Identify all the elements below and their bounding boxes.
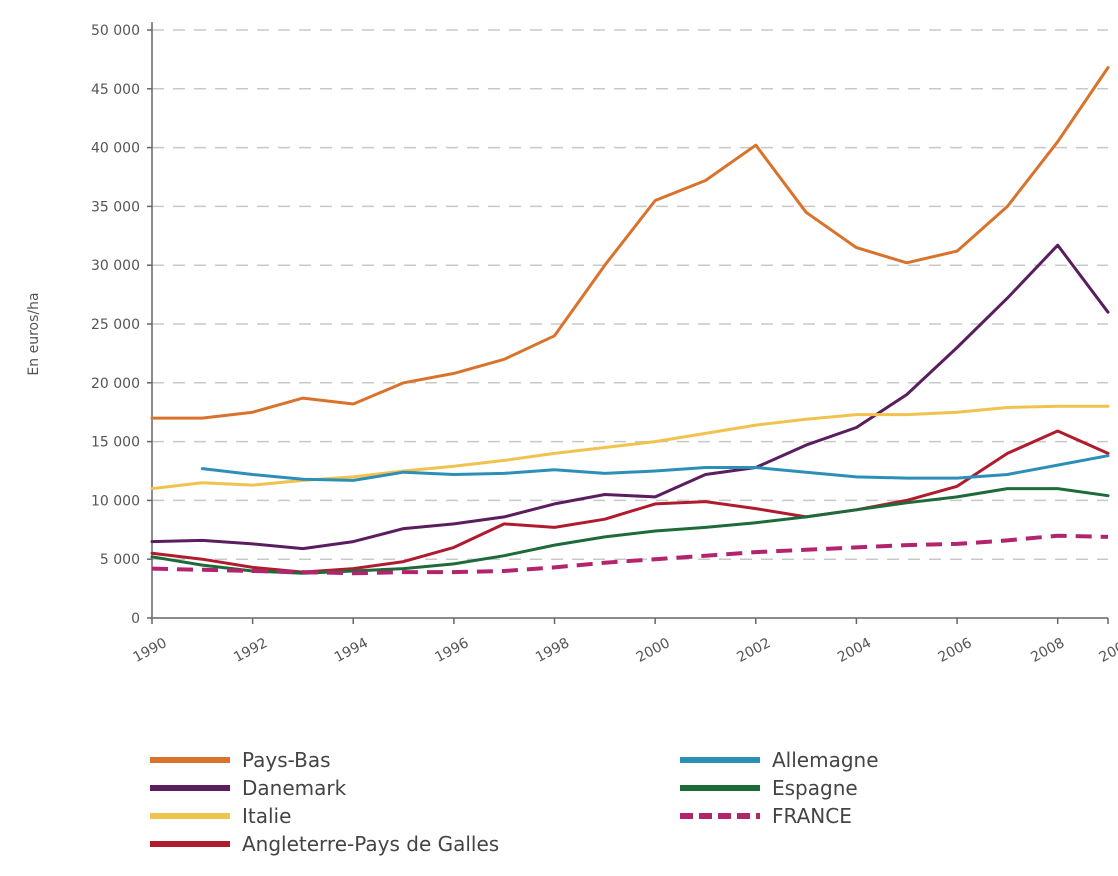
x-tick-label: 2006 xyxy=(936,635,975,666)
y-tick-label: 10 000 xyxy=(91,493,140,509)
x-tick-label: 1998 xyxy=(533,635,572,666)
legend-label: Allemagne xyxy=(772,748,879,772)
series-line-pays-bas xyxy=(150,66,1110,420)
y-tick-label: 15 000 xyxy=(91,435,140,451)
y-tick-label: 25 000 xyxy=(91,317,140,333)
y-tick-label: 5 000 xyxy=(100,552,140,568)
x-tick-label: 2009 xyxy=(1097,635,1118,666)
legend-label: Danemark xyxy=(242,776,347,800)
series-line-angleterre-pays-de-galles xyxy=(150,429,1110,574)
legend-label: Pays-Bas xyxy=(242,748,331,772)
x-tick-label: 1992 xyxy=(231,635,270,666)
series-line-france xyxy=(151,533,1109,576)
y-tick-label: 40 000 xyxy=(91,141,140,157)
x-tick-label: 1996 xyxy=(433,635,472,666)
x-tick-labels: 1990 1992 1994 1996 1998 2000 2002 2004 2006 2008… xyxy=(131,635,1118,666)
x-tick-label: 2000 xyxy=(634,635,673,666)
y-axis-label: En euros/ha xyxy=(26,292,42,375)
x-tick-label: 2008 xyxy=(1028,635,1067,666)
axes xyxy=(151,22,1109,624)
series-line-allemagne xyxy=(200,454,1110,482)
legend: Pays-Bas Danemark Italie Angleterre-Pays de… xyxy=(150,748,879,856)
x-tick-label: 2002 xyxy=(734,635,773,666)
gridlines xyxy=(147,29,1108,619)
y-tick-label: 50 000 xyxy=(91,23,140,39)
x-tick-label: 1990 xyxy=(131,635,170,666)
series-lines xyxy=(150,66,1110,576)
y-tick-label: 0 xyxy=(131,611,140,627)
y-tick-label: 20 000 xyxy=(91,376,140,392)
x-tick-label: 2004 xyxy=(835,635,874,666)
x-tick-label: 1994 xyxy=(332,635,371,666)
y-tick-label: 35 000 xyxy=(91,199,140,215)
legend-label: Espagne xyxy=(772,776,858,800)
y-tick-label: 30 000 xyxy=(91,258,140,274)
legend-label: FRANCE xyxy=(772,804,852,828)
series-line-danemark xyxy=(150,243,1110,551)
y-tick-labels: 0 5 000 10 000 15 000 20 000 25 000 30 000 35 0… xyxy=(91,23,140,627)
legend-label: Angleterre-Pays de Galles xyxy=(242,832,499,856)
y-tick-label: 45 000 xyxy=(91,82,140,98)
legend-label: Italie xyxy=(242,804,291,828)
